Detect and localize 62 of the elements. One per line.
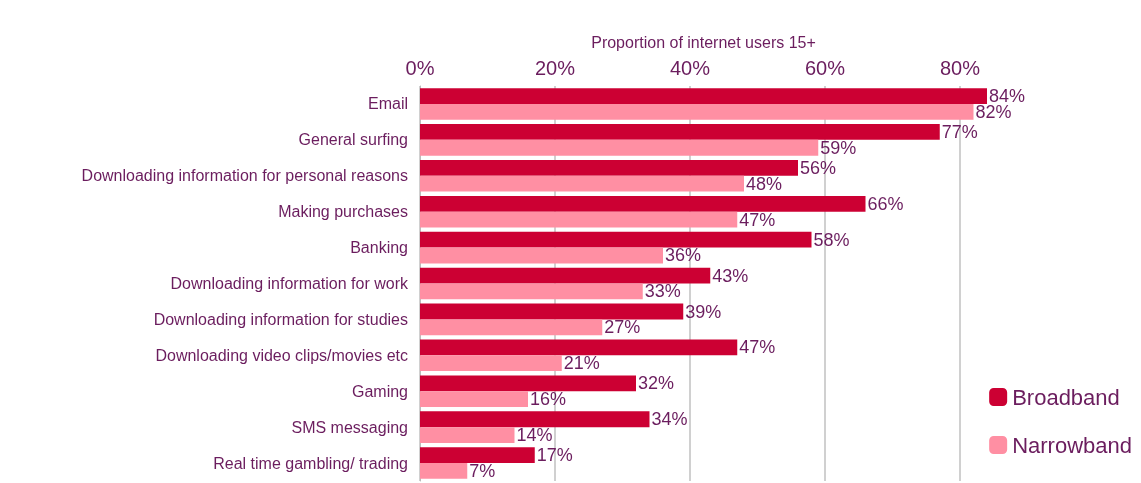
bar bbox=[420, 319, 603, 336]
data-label: 48% bbox=[746, 173, 783, 194]
data-label: 58% bbox=[813, 229, 850, 250]
y-tick-label: Email bbox=[367, 95, 408, 113]
y-tick-label: Gaming bbox=[351, 382, 408, 400]
data-label: 47% bbox=[739, 209, 776, 230]
data-label: 66% bbox=[867, 193, 904, 214]
data-label: 17% bbox=[536, 445, 573, 466]
y-tick-label: Real time gambling/ trading bbox=[213, 454, 408, 472]
y-tick-label: Downloading information for personal reasons bbox=[81, 167, 408, 185]
data-label: 59% bbox=[820, 137, 857, 158]
bar bbox=[420, 339, 738, 356]
bar bbox=[420, 391, 528, 408]
bar bbox=[420, 463, 468, 479]
data-label: 39% bbox=[685, 301, 722, 322]
bar bbox=[420, 195, 866, 212]
data-label: 14% bbox=[516, 425, 553, 446]
y-tick-label: Downloading information for work bbox=[170, 275, 409, 292]
data-label: 27% bbox=[604, 317, 641, 338]
data-label: 7% bbox=[469, 460, 496, 481]
x-tick-label: 40% bbox=[669, 57, 711, 79]
bar bbox=[420, 88, 987, 104]
data-label: 47% bbox=[739, 337, 776, 358]
y-tick-label: Downloading information for studies bbox=[153, 310, 408, 328]
data-label: 33% bbox=[644, 281, 681, 302]
data-label: 77% bbox=[941, 121, 978, 142]
bar bbox=[420, 231, 812, 248]
legend-label: Broadband bbox=[1012, 384, 1120, 410]
bar bbox=[420, 139, 819, 156]
bar bbox=[420, 211, 738, 228]
x-tick-label: 0% bbox=[405, 57, 435, 79]
y-tick-label: SMS messaging bbox=[291, 418, 408, 436]
bar bbox=[420, 427, 515, 443]
x-tick-label: 60% bbox=[804, 57, 846, 79]
data-label: 21% bbox=[563, 353, 600, 374]
data-label: 34% bbox=[651, 409, 688, 430]
bar bbox=[420, 447, 535, 464]
y-tick-label: Downloading video clips/movies etc bbox=[155, 346, 408, 364]
bar bbox=[420, 375, 636, 392]
bar bbox=[420, 159, 798, 176]
data-label: 32% bbox=[638, 373, 675, 394]
data-label: 56% bbox=[800, 157, 837, 178]
legend-label: Narrowband bbox=[1012, 432, 1132, 458]
data-label: 82% bbox=[975, 101, 1012, 122]
bar bbox=[420, 124, 940, 140]
bar bbox=[420, 247, 663, 264]
x-tick-label: 20% bbox=[534, 57, 576, 79]
bar bbox=[420, 267, 711, 284]
x-tick-label: 80% bbox=[939, 57, 981, 79]
bar bbox=[420, 303, 684, 320]
data-label: 36% bbox=[665, 245, 702, 266]
bar bbox=[420, 175, 744, 192]
bar bbox=[420, 283, 643, 300]
data-label: 43% bbox=[712, 265, 749, 286]
bar bbox=[420, 355, 562, 372]
y-tick-label: General surfing bbox=[298, 131, 408, 149]
bar bbox=[420, 103, 974, 120]
bar bbox=[420, 411, 650, 428]
y-tick-label: Banking bbox=[350, 239, 408, 257]
y-tick-label: Making purchases bbox=[278, 203, 408, 221]
x-axis-title: Proportion of internet users 15+ bbox=[591, 33, 816, 51]
data-label: 16% bbox=[530, 389, 567, 410]
